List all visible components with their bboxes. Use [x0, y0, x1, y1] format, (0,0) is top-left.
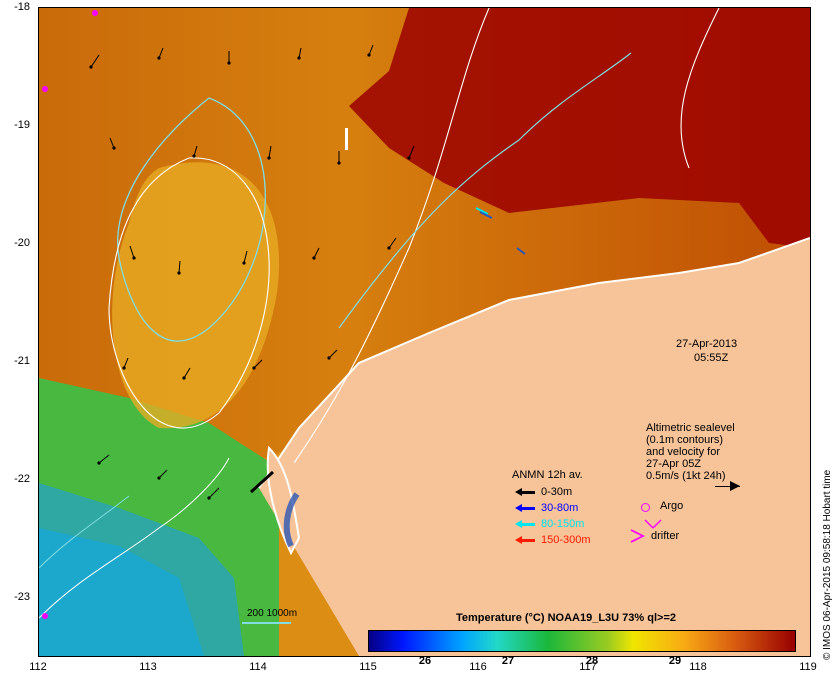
- colorbar-tick: 27: [501, 655, 515, 667]
- drifter-icon: [629, 528, 646, 544]
- velocity-scale-arrow: [715, 486, 740, 487]
- blue-arrow-icon: [515, 503, 535, 512]
- side-credit: © IMOS 06-Apr-2015 09:58:18 Hobart time: [822, 469, 833, 660]
- latitude-label: -20: [14, 237, 30, 249]
- sealevel-note-line: 27-Apr 05Z: [646, 458, 702, 470]
- longitude-label: 115: [359, 661, 377, 673]
- longitude-label: 118: [689, 661, 707, 673]
- black-arrow-icon: [515, 487, 535, 496]
- anmn-legend-item: 0-30m: [515, 486, 572, 498]
- contour-legend: 200 1000m: [247, 608, 298, 619]
- sea-surface-temperature-map: [38, 7, 811, 657]
- argo-icon: [641, 503, 650, 512]
- longitude-label: 117: [579, 661, 597, 673]
- colorbar-tick: 29: [668, 655, 682, 667]
- red-arrow-icon: [515, 535, 535, 544]
- anmn-legend-item: 30-80m: [515, 502, 578, 514]
- sealevel-note-line: Altimetric sealevel: [646, 422, 735, 434]
- cyan-arrow-icon: [515, 519, 535, 528]
- latitude-label: -23: [14, 591, 30, 603]
- argo-label: Argo: [660, 500, 684, 512]
- latitude-label: -18: [14, 1, 30, 13]
- latitude-label: -21: [14, 355, 30, 367]
- anmn-legend-item: 80-150m: [515, 518, 584, 530]
- latitude-label: -19: [14, 119, 30, 131]
- colorbar-tick: 26: [418, 655, 432, 667]
- timestamp-date: 27-Apr-2013: [676, 338, 738, 350]
- contour-legend-line: [242, 622, 291, 624]
- sealevel-note-line: (0.1m contours): [646, 434, 724, 446]
- velocity-scale-arrow-head: [730, 481, 740, 491]
- anmn-legend-title: ANMN 12h av.: [512, 469, 583, 481]
- longitude-label: 112: [29, 661, 47, 673]
- longitude-label: 119: [799, 661, 817, 673]
- longitude-label: 116: [469, 661, 487, 673]
- temperature-colorbar: [368, 630, 796, 652]
- anmn-legend-item: 150-300m: [515, 534, 591, 546]
- sealevel-note-line: 0.5m/s (1kt 24h): [646, 470, 726, 482]
- drifter-label: drifter: [651, 530, 680, 542]
- sealevel-note-line: and velocity for: [646, 446, 720, 458]
- latitude-label: -22: [14, 473, 30, 485]
- timestamp-time: 05:55Z: [694, 352, 729, 364]
- longitude-label: 113: [139, 661, 157, 673]
- longitude-label: 114: [249, 661, 267, 673]
- colorbar-title: Temperature (°C) NOAA19_L3U 73% ql>=2: [456, 612, 676, 624]
- colorbar-tick: 28: [585, 655, 599, 667]
